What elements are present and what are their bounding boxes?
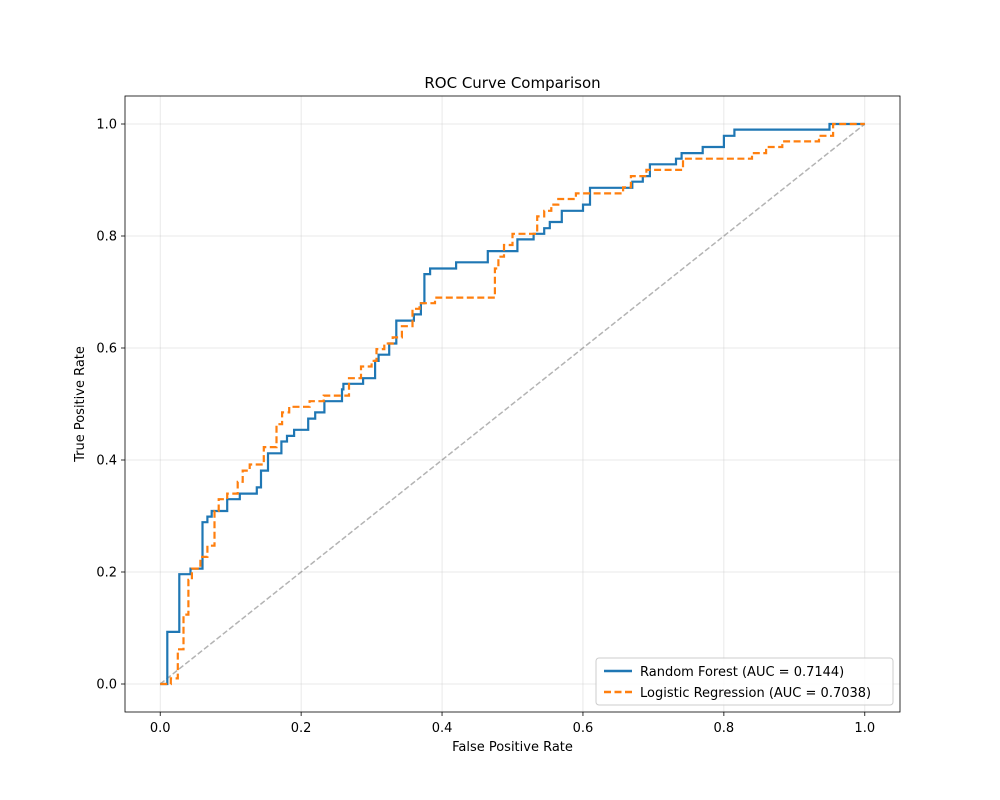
chart-title: ROC Curve Comparison bbox=[424, 74, 600, 92]
legend-label-random-forest: Random Forest (AUC = 0.7144) bbox=[640, 665, 844, 680]
x-tick-label: 0.4 bbox=[432, 721, 453, 736]
y-tick-label: 0.6 bbox=[96, 342, 117, 357]
x-axis-label: False Positive Rate bbox=[452, 740, 573, 755]
y-axis-label: True Positive Rate bbox=[73, 346, 88, 463]
y-tick-label: 1.0 bbox=[96, 118, 117, 133]
legend: Random Forest (AUC = 0.7144) Logistic Re… bbox=[595, 657, 894, 706]
x-tick-label: 0.8 bbox=[714, 721, 735, 736]
legend-label-logistic-regression: Logistic Regression (AUC = 0.7038) bbox=[640, 686, 871, 701]
y-tick-label: 0.4 bbox=[96, 454, 117, 469]
logistic-regression-roc-line bbox=[160, 122, 865, 686]
axis-ticks: 0.0 0.2 0.4 0.6 0.8 1.0 0.0 0.2 0.4 0.6 0.8 1.0 bbox=[96, 118, 875, 737]
plot-frame bbox=[124, 95, 901, 713]
chance-diagonal-line bbox=[159, 123, 866, 685]
y-tick-label: 0.2 bbox=[96, 566, 117, 581]
x-tick-label: 0.2 bbox=[291, 721, 312, 736]
x-tick-label: 0.0 bbox=[150, 721, 171, 736]
legend-box bbox=[595, 657, 894, 706]
y-tick-label: 0.8 bbox=[96, 230, 117, 245]
x-tick-label: 1.0 bbox=[854, 721, 875, 736]
random-forest-roc-line bbox=[160, 122, 865, 686]
x-tick-label: 0.6 bbox=[573, 721, 594, 736]
y-tick-label: 0.0 bbox=[96, 678, 117, 693]
plot-series bbox=[159, 122, 866, 686]
